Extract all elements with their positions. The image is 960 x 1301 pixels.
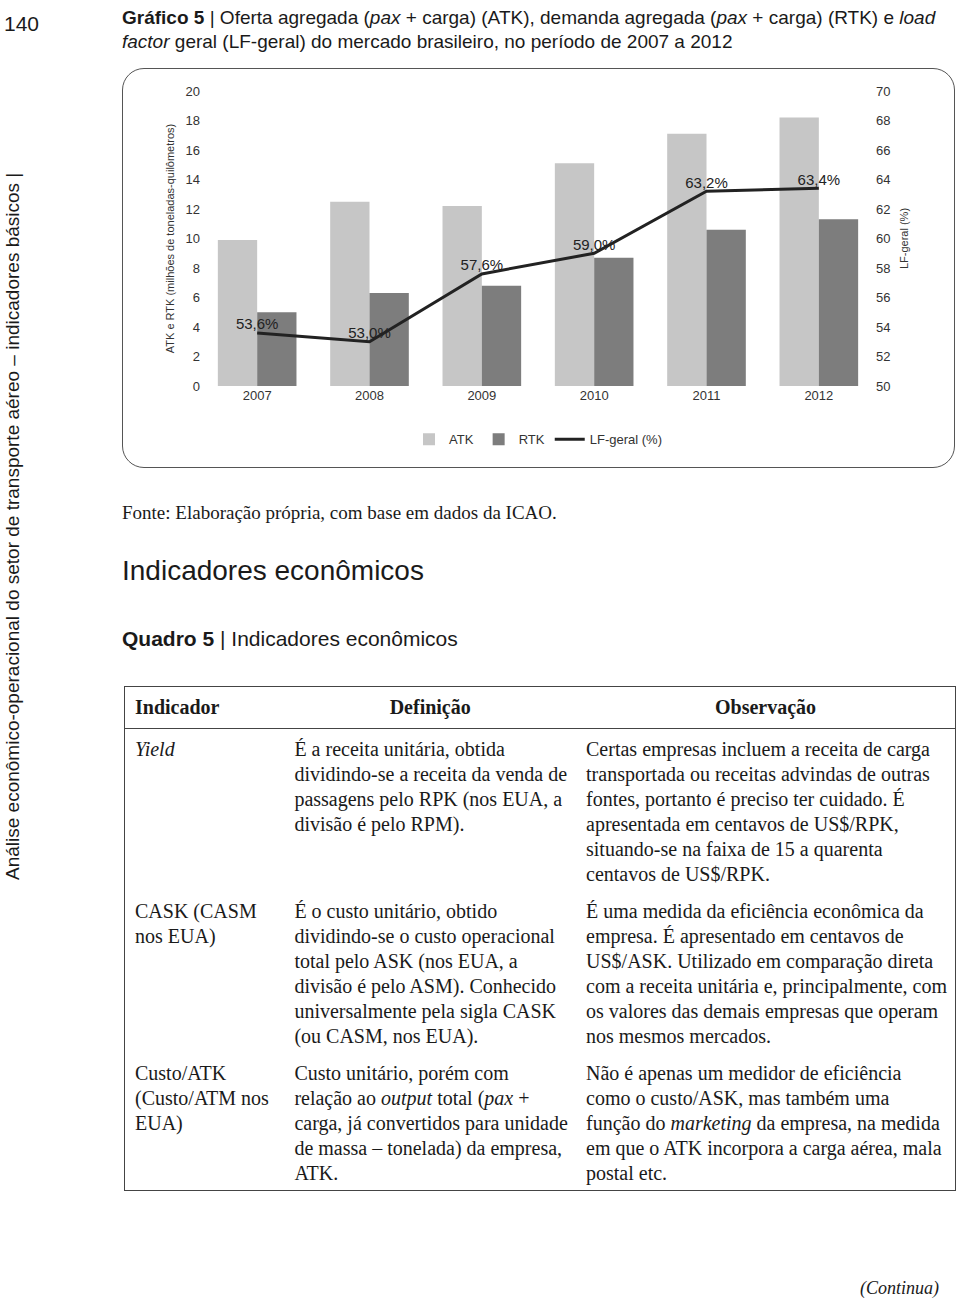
svg-text:70: 70 (876, 84, 890, 99)
svg-text:RTK: RTK (519, 432, 545, 447)
html-text:Análise econômico-operacional: Análise econômico-operacional do setor d… (2, 172, 23, 880)
svg-text:64: 64 (876, 172, 890, 187)
svg-text:LF-geral (%): LF-geral (%) (590, 432, 662, 447)
svg-text:LF-geral (%): LF-geral (%) (898, 208, 910, 269)
html-text:Gráfico 5 | Oferta agregada (p: Gráfico 5 | Oferta agregada (pax + carga… (122, 7, 936, 52)
html-text:Indicadores econômicos: Indicadores econômicos (122, 555, 424, 586)
svg-text:12: 12 (186, 202, 200, 217)
html-text:Fonte: Elaboração própria, com: Fonte: Elaboração própria, com base em d… (122, 502, 557, 523)
html-text:Observação: Observação (715, 696, 817, 718)
svg-text:6: 6 (193, 290, 200, 305)
svg-text:20: 20 (186, 84, 200, 99)
svg-text:2012: 2012 (804, 388, 833, 403)
svg-text:4: 4 (193, 320, 200, 335)
svg-text:ATK e RTK (milhões de tonelada: ATK e RTK (milhões de toneladas-quilômet… (164, 124, 176, 353)
html-text:É o custo unitário, obtido div: É o custo unitário, obtido dividindo-se … (294, 900, 556, 1047)
svg-text:16: 16 (186, 143, 200, 158)
svg-text:50: 50 (876, 379, 890, 394)
svg-text:52: 52 (876, 349, 890, 364)
svg-text:59,0%: 59,0% (573, 236, 616, 253)
html-text:Definição: Definição (389, 696, 471, 718)
html-text:Custo/ATK (Custo/ATM nos EUA): Custo/ATK (Custo/ATM nos EUA) (135, 1062, 269, 1134)
html-text:É uma medida da eficiência eco: É uma medida da eficiência econômica da … (586, 900, 947, 1047)
svg-text:58: 58 (876, 261, 890, 276)
svg-text:53,6%: 53,6% (236, 315, 279, 332)
svg-text:10: 10 (186, 231, 200, 246)
svg-text:2007: 2007 (243, 388, 272, 403)
svg-text:63,4%: 63,4% (798, 171, 841, 188)
html-text:Certas empresas incluem a rece: Certas empresas incluem a receita de car… (586, 738, 930, 885)
svg-text:2008: 2008 (355, 388, 384, 403)
svg-text:14: 14 (186, 172, 200, 187)
svg-text:0: 0 (193, 379, 200, 394)
svg-text:63,2%: 63,2% (685, 174, 728, 191)
html-text:É a receita unitária, obtida d: É a receita unitária, obtida dividindo-s… (294, 738, 567, 835)
svg-text:18: 18 (186, 113, 200, 128)
svg-text:56: 56 (876, 290, 890, 305)
svg-text:62: 62 (876, 202, 890, 217)
svg-text:68: 68 (876, 113, 890, 128)
html-text:Quadro 5 | Indicadores econômi: Quadro 5 | Indicadores econômicos (122, 627, 458, 650)
svg-text:2: 2 (193, 349, 200, 364)
html-text:Não é apenas um medidor de efi: Não é apenas um medidor de eficiência co… (586, 1062, 942, 1184)
svg-text:54: 54 (876, 320, 890, 335)
svg-text:2011: 2011 (693, 388, 721, 403)
svg-text:60: 60 (876, 231, 890, 246)
html-text:Yield: Yield (135, 738, 175, 760)
html-text:(Continua): (Continua) (860, 1278, 939, 1298)
html-text:Indicador: Indicador (135, 696, 220, 718)
html-text:140: 140 (4, 12, 39, 35)
svg-text:66: 66 (876, 143, 890, 158)
svg-text:ATK: ATK (449, 432, 474, 447)
html-text:CASK (CASM nos EUA): CASK (CASM nos EUA) (135, 900, 257, 947)
svg-text:2009: 2009 (467, 388, 496, 403)
svg-text:57,6%: 57,6% (461, 256, 504, 273)
svg-text:53,0%: 53,0% (348, 324, 391, 341)
svg-text:8: 8 (193, 261, 200, 276)
svg-text:2010: 2010 (580, 388, 609, 403)
html-text:Custo unitário, porém com rela: Custo unitário, porém com relação ao out… (294, 1062, 568, 1184)
